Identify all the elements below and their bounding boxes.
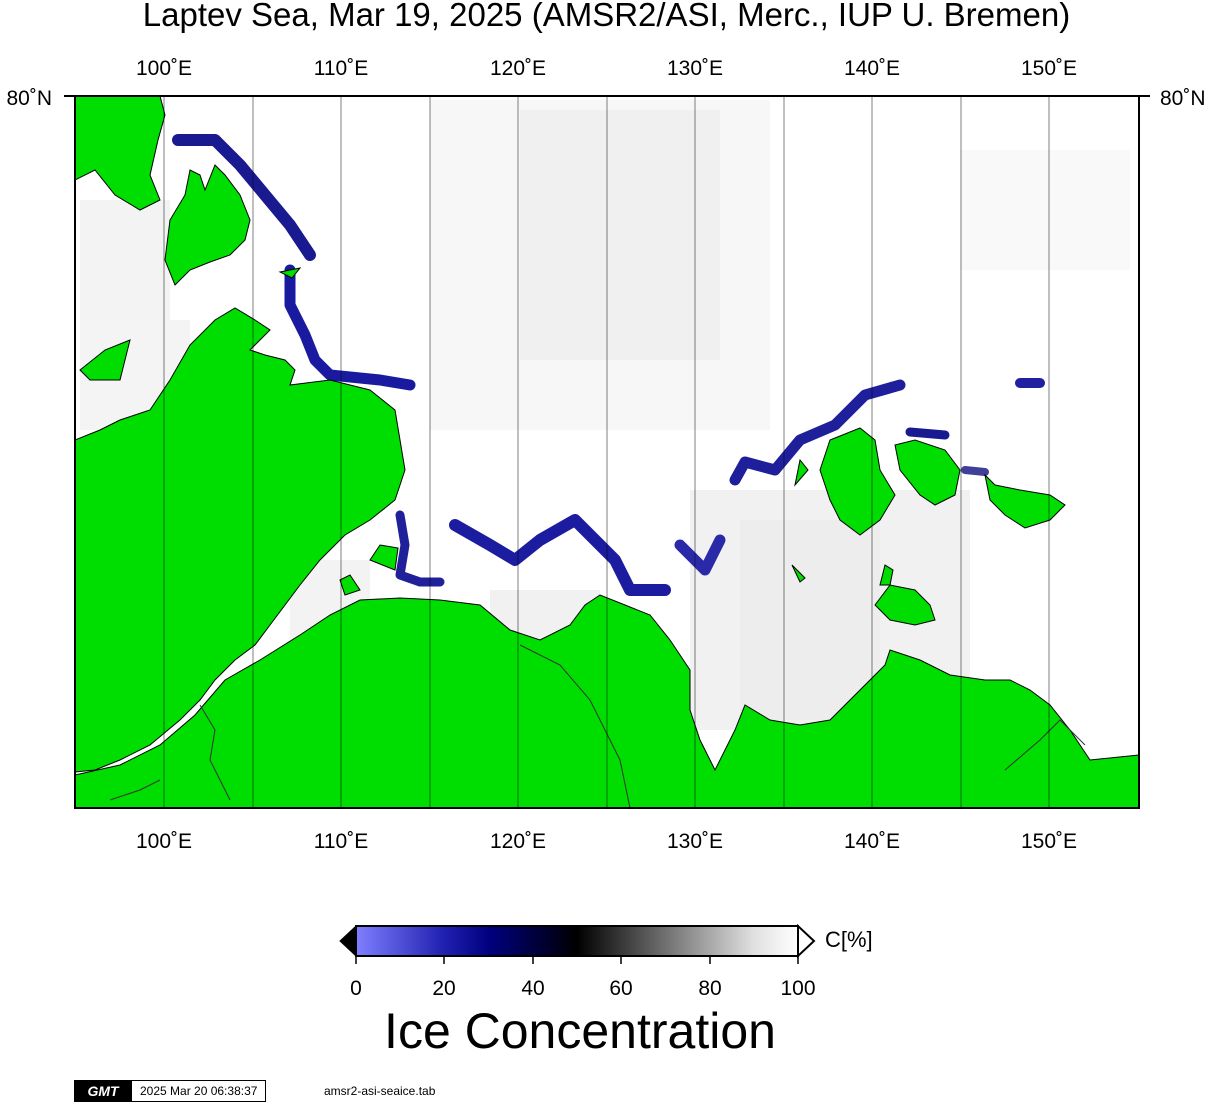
colorbar-tick-40: 40	[521, 977, 544, 1000]
colorbar-tick-60: 60	[609, 977, 632, 1000]
lon-label-top-140: 140˚E	[844, 57, 900, 80]
kotelny-island	[819, 427, 896, 536]
colorbar-title: Ice Concentration	[384, 1003, 776, 1059]
bolshoy-lyakhovsky	[874, 584, 936, 626]
lon-label-bottom-100: 100˚E	[136, 830, 192, 853]
lat-label-left: 80˚N	[6, 87, 52, 110]
top-lon-labels: 100˚E 110˚E 120˚E 130˚E 140˚E 150˚E	[136, 57, 1077, 80]
ice-concentration-map: 100˚E 110˚E 120˚E 130˚E 140˚E 150˚E 100˚…	[6, 57, 1206, 853]
gmt-logo: GMT	[74, 1080, 132, 1102]
new-siberia-island	[894, 439, 961, 506]
lon-label-bottom-150: 150˚E	[1021, 830, 1077, 853]
taymyr-peninsula	[75, 307, 406, 773]
lon-label-bottom-110: 110˚E	[314, 830, 368, 853]
lon-label-bottom-120: 120˚E	[490, 830, 546, 853]
gmt-timestamp-box: GMT 2025 Mar 20 06:38:37	[74, 1080, 267, 1102]
colorbar-tick-80: 80	[698, 977, 721, 1000]
colorbar: 0 20 40 60 80 100	[339, 923, 816, 1000]
source-file: amsr2-asi-seaice.tab	[324, 1084, 436, 1098]
lon-label-top-110: 110˚E	[314, 57, 368, 80]
bennett-island	[984, 473, 1066, 529]
bolshevik-island	[164, 164, 251, 286]
severnaya-zemlya	[75, 96, 166, 211]
colorbar-max-triangle	[797, 923, 816, 959]
colorbar-gradient	[355, 925, 799, 957]
lat-label-right: 80˚N	[1160, 87, 1206, 110]
ice-texture	[80, 100, 1130, 730]
lon-label-top-100: 100˚E	[136, 57, 192, 80]
lon-label-top-130: 130˚E	[667, 57, 723, 80]
colorbar-min-triangle	[339, 924, 357, 958]
land-boundaries	[109, 644, 1086, 808]
colorbar-tick-20: 20	[432, 977, 455, 1000]
lon-label-bottom-140: 140˚E	[844, 830, 900, 853]
colorbar-tick-100: 100	[780, 977, 815, 1000]
timestamp: 2025 Mar 20 06:38:37	[132, 1080, 267, 1102]
colorbar-unit: C[%]	[825, 927, 873, 952]
map-title: Laptev Sea, Mar 19, 2025 (AMSR2/ASI, Mer…	[142, 0, 1071, 33]
lon-label-bottom-130: 130˚E	[667, 830, 723, 853]
ice-edge-bands	[172, 134, 1045, 596]
bottom-lon-labels: 100˚E 110˚E 120˚E 130˚E 140˚E 150˚E	[136, 830, 1077, 853]
lon-label-top-150: 150˚E	[1021, 57, 1077, 80]
graticule	[163, 96, 1050, 808]
lon-label-top-120: 120˚E	[490, 57, 546, 80]
map-frame	[74, 95, 1140, 809]
colorbar-tick-0: 0	[350, 977, 362, 1000]
